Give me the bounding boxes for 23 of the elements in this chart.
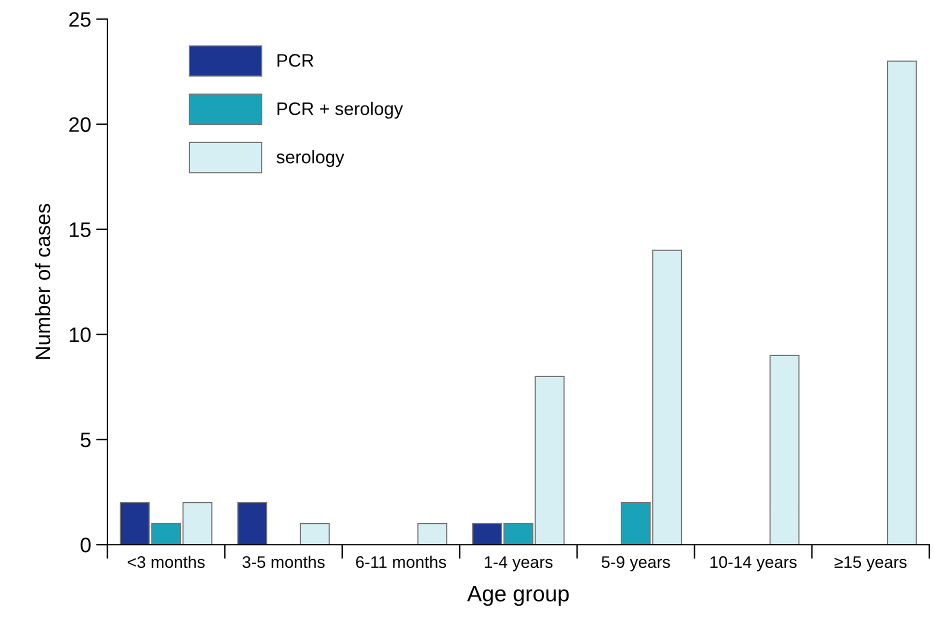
x-tick-label: 5-9 years bbox=[602, 556, 670, 572]
legend-label: PCR + serology bbox=[278, 102, 403, 119]
y-axis-title: Number of cases bbox=[34, 204, 50, 359]
y-tick-label: 5 bbox=[80, 432, 91, 448]
y-tick-label: 25 bbox=[69, 12, 91, 27]
y-tick-label: 20 bbox=[69, 117, 91, 132]
y-tick-label: 15 bbox=[70, 222, 91, 238]
x-tick-label: 1-4 years bbox=[484, 556, 553, 572]
y-tick-label: 10 bbox=[70, 327, 91, 342]
bar bbox=[417, 523, 448, 545]
legend-label: serology bbox=[276, 150, 344, 167]
x-tick-label: <3 months bbox=[128, 556, 205, 568]
y-tick-label: 0 bbox=[80, 538, 91, 552]
bar bbox=[770, 354, 800, 545]
bar bbox=[300, 523, 330, 545]
legend-label: PCR bbox=[278, 54, 314, 67]
bar bbox=[886, 60, 917, 545]
x-tick-label: 3-5 months bbox=[242, 556, 325, 568]
x-axis-title: Age group bbox=[467, 586, 569, 606]
bar bbox=[237, 502, 268, 545]
x-tick-label: 6-11 months bbox=[356, 556, 446, 568]
x-tick-label: 10-14 years bbox=[710, 556, 797, 572]
x-tick-label: ≥15 years bbox=[834, 556, 907, 572]
